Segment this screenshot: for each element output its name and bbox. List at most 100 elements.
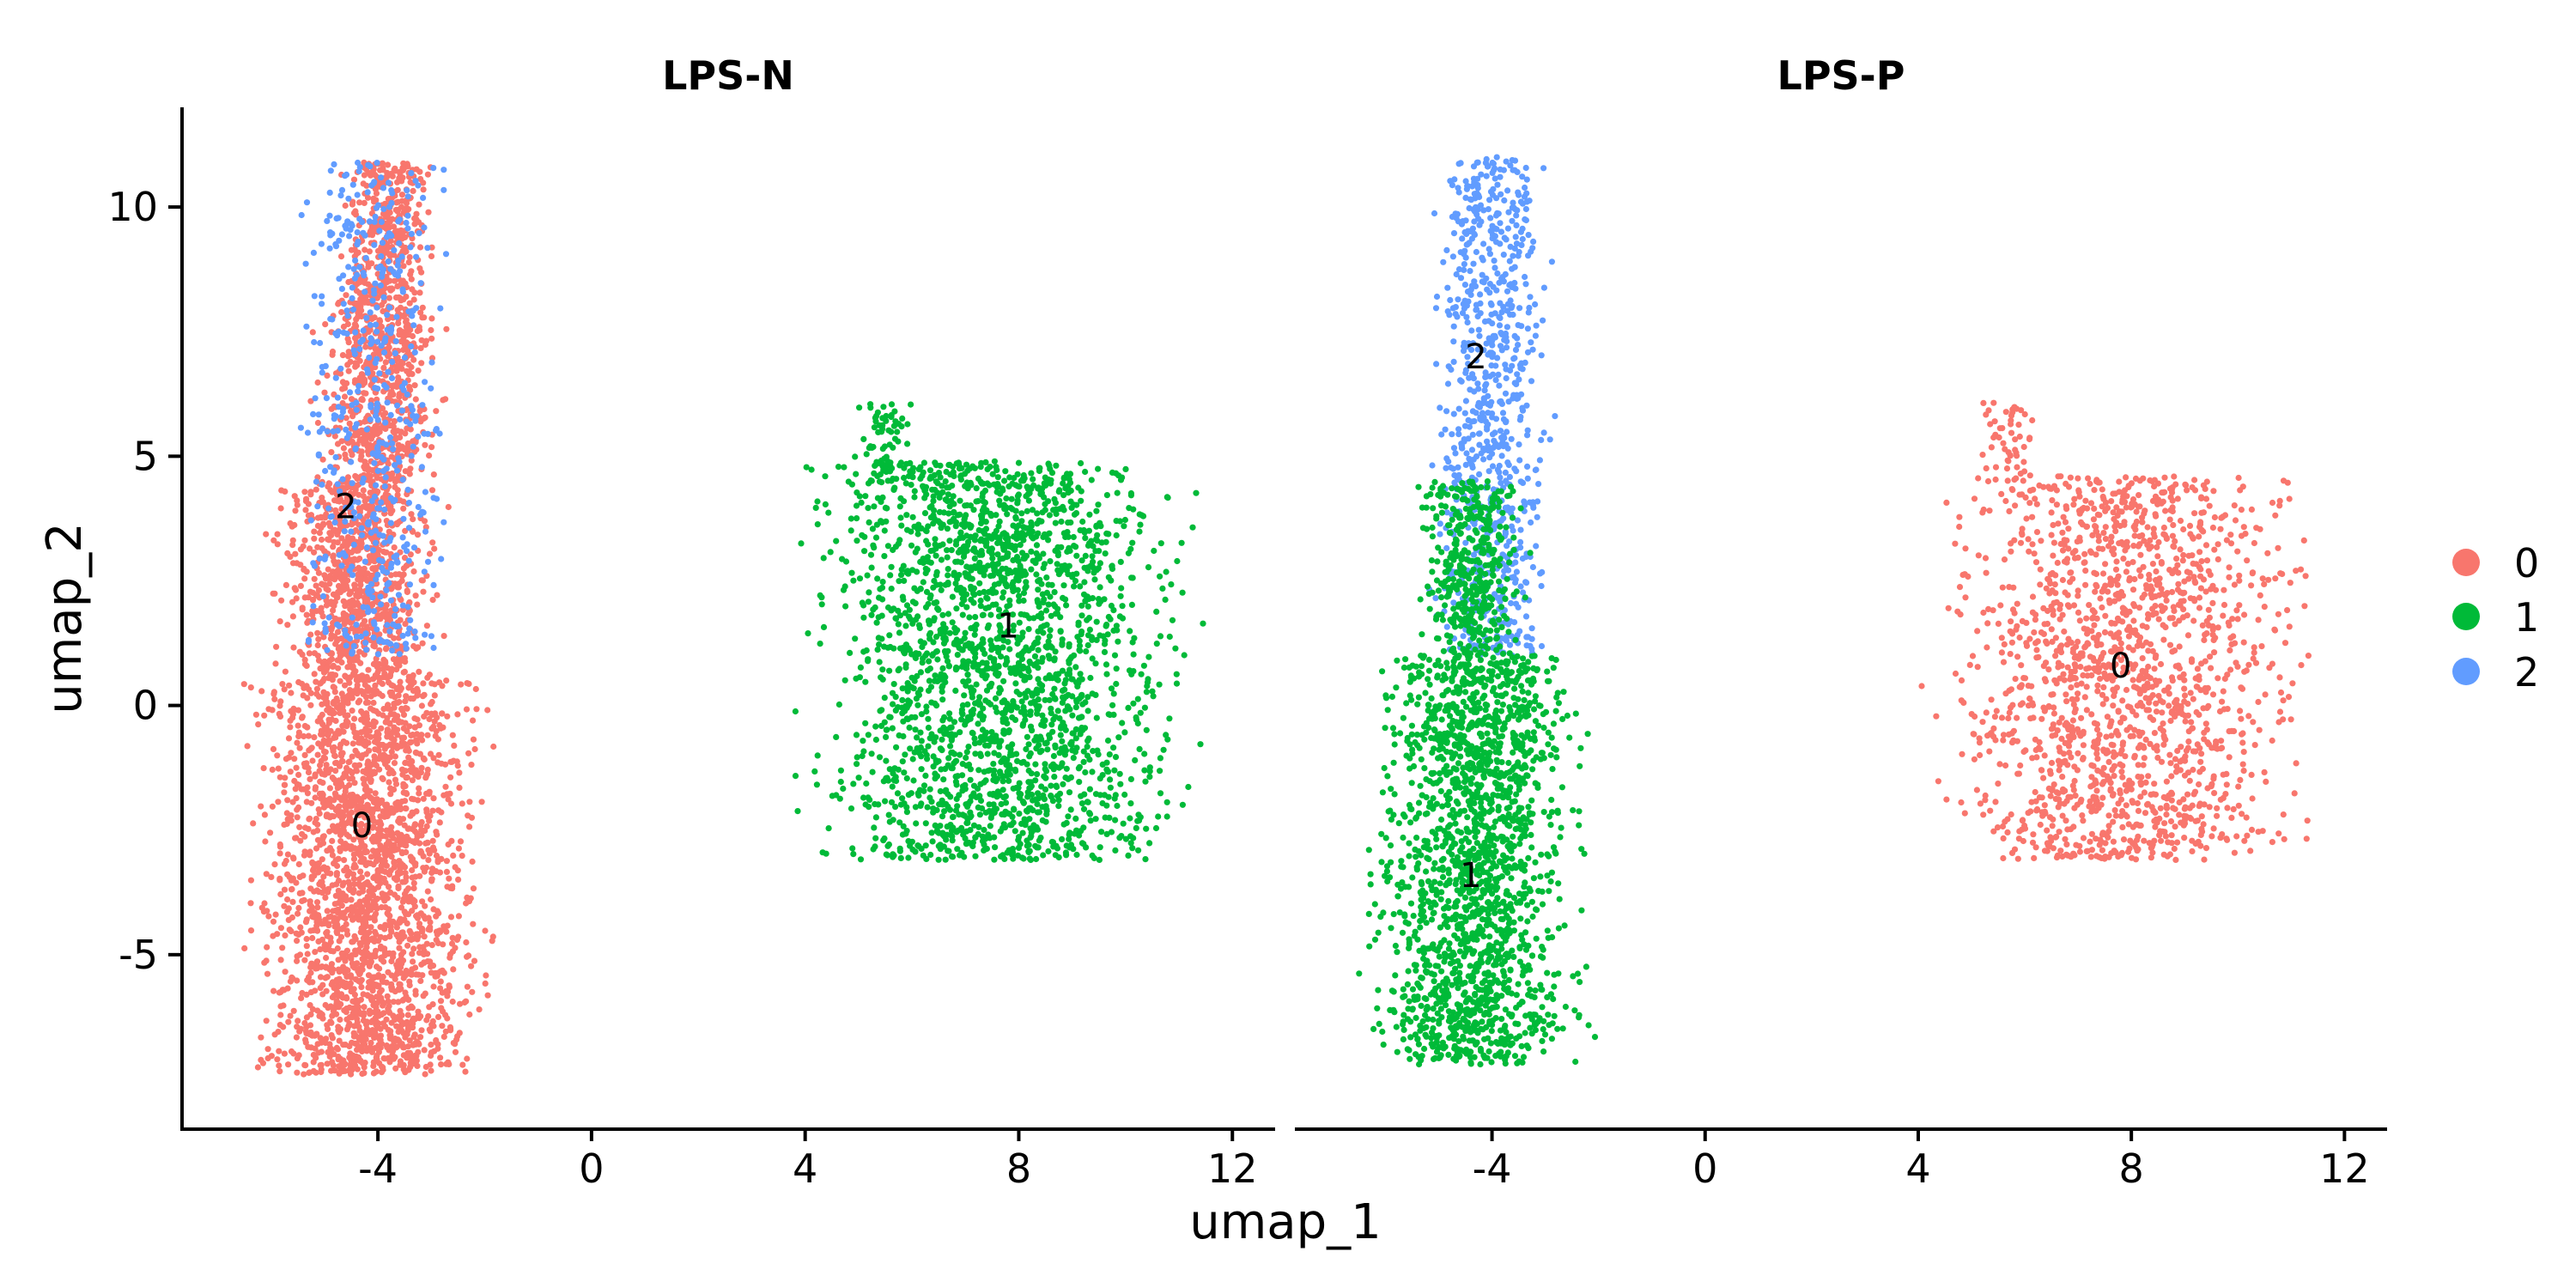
point-cluster-0 — [335, 983, 342, 990]
point-cluster-0 — [336, 1029, 343, 1036]
point-cluster-0 — [281, 860, 289, 867]
point-cluster-0 — [301, 833, 308, 840]
point-cluster-1 — [885, 811, 892, 818]
point-cluster-1 — [926, 658, 933, 665]
point-cluster-0 — [369, 974, 376, 981]
point-cluster-0 — [295, 771, 302, 779]
point-cluster-0 — [345, 339, 352, 346]
point-cluster-1 — [1172, 645, 1179, 652]
point-cluster-0 — [357, 1011, 364, 1018]
point-cluster-0 — [354, 591, 361, 598]
point-cluster-0 — [372, 851, 379, 859]
point-cluster-1 — [1156, 681, 1163, 688]
point-cluster-0 — [339, 914, 347, 920]
point-cluster-0 — [364, 871, 371, 878]
point-cluster-0 — [282, 932, 289, 939]
point-cluster-0 — [392, 776, 399, 783]
point-cluster-0 — [344, 700, 351, 707]
point-cluster-0 — [386, 917, 393, 924]
point-cluster-0 — [301, 1019, 308, 1027]
point-cluster-0 — [403, 747, 410, 754]
point-cluster-0 — [296, 890, 303, 896]
point-cluster-0 — [408, 969, 415, 976]
point-cluster-0 — [315, 657, 323, 664]
point-cluster-0 — [417, 418, 424, 425]
point-cluster-0 — [263, 871, 270, 878]
point-cluster-0 — [276, 877, 283, 884]
point-cluster-0 — [372, 719, 379, 726]
point-cluster-0 — [344, 577, 351, 584]
point-cluster-0 — [434, 939, 441, 946]
point-cluster-0 — [404, 587, 410, 594]
point-cluster-0 — [398, 1012, 405, 1018]
point-cluster-1 — [872, 723, 879, 730]
point-cluster-0 — [418, 1027, 425, 1034]
point-cluster-1 — [1035, 647, 1042, 653]
point-cluster-0 — [340, 823, 347, 830]
point-cluster-1 — [1000, 677, 1007, 684]
point-cluster-0 — [386, 350, 393, 357]
point-cluster-1 — [850, 851, 857, 858]
point-cluster-1 — [1145, 653, 1152, 660]
point-cluster-0 — [357, 929, 364, 936]
point-cluster-0 — [294, 1024, 301, 1030]
point-cluster-0 — [343, 599, 350, 606]
point-cluster-0 — [269, 803, 276, 810]
point-cluster-0 — [349, 871, 356, 878]
point-cluster-1 — [872, 814, 879, 821]
point-cluster-0 — [351, 582, 358, 589]
point-cluster-0 — [307, 898, 313, 905]
point-cluster-1 — [1137, 521, 1144, 528]
point-cluster-0 — [321, 886, 328, 894]
point-cluster-0 — [401, 822, 408, 829]
point-cluster-1 — [939, 665, 946, 672]
point-cluster-0 — [462, 1068, 469, 1075]
point-cluster-0 — [416, 168, 423, 175]
point-cluster-0 — [386, 779, 392, 786]
point-cluster-0 — [361, 596, 368, 604]
point-cluster-0 — [365, 666, 372, 673]
point-cluster-1 — [1078, 612, 1085, 619]
point-cluster-0 — [418, 826, 425, 834]
point-cluster-0 — [337, 1016, 343, 1024]
point-cluster-0 — [304, 976, 311, 984]
point-cluster-0 — [382, 359, 389, 366]
point-cluster-0 — [294, 814, 301, 821]
point-cluster-0 — [362, 750, 369, 757]
point-cluster-1 — [1193, 489, 1200, 496]
point-cluster-0 — [334, 591, 341, 598]
point-cluster-0 — [297, 582, 304, 590]
point-cluster-0 — [345, 759, 352, 766]
point-cluster-1 — [928, 829, 935, 836]
point-cluster-0 — [411, 1031, 418, 1038]
point-cluster-0 — [391, 544, 398, 551]
point-cluster-0 — [398, 191, 405, 198]
point-cluster-0 — [393, 366, 400, 373]
point-cluster-0 — [351, 762, 358, 769]
point-cluster-0 — [361, 246, 368, 253]
point-cluster-0 — [349, 708, 355, 714]
point-cluster-0 — [446, 1060, 453, 1067]
point-cluster-0 — [422, 1063, 429, 1071]
point-cluster-0 — [295, 860, 302, 868]
point-cluster-0 — [271, 696, 278, 702]
point-cluster-0 — [301, 732, 307, 740]
point-cluster-0 — [264, 1046, 271, 1053]
point-cluster-1 — [957, 751, 963, 758]
point-cluster-0 — [401, 447, 408, 453]
point-cluster-1 — [1001, 477, 1008, 484]
point-cluster-0 — [361, 677, 368, 683]
point-cluster-0 — [428, 326, 434, 334]
point-cluster-0 — [409, 908, 416, 914]
point-cluster-0 — [274, 1056, 281, 1063]
point-cluster-0 — [337, 848, 343, 854]
point-cluster-0 — [429, 1001, 436, 1008]
point-cluster-0 — [274, 541, 281, 548]
point-cluster-1 — [1129, 539, 1136, 546]
point-cluster-0 — [410, 732, 416, 738]
point-cluster-0 — [384, 169, 391, 176]
point-cluster-0 — [352, 936, 359, 943]
point-cluster-0 — [346, 983, 354, 991]
point-cluster-0 — [372, 659, 379, 667]
point-cluster-0 — [392, 975, 398, 982]
